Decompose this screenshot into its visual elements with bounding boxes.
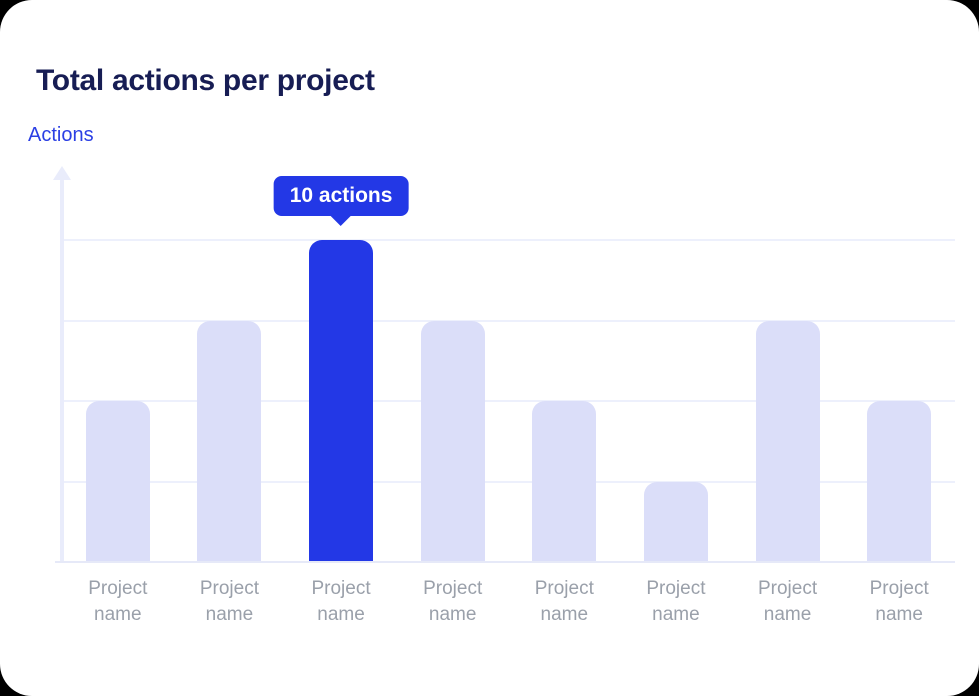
bar-column — [62, 166, 174, 562]
value-tooltip-pointer — [330, 215, 353, 226]
value-tooltip-text: 10 actions — [273, 176, 409, 216]
bar-column: 10 actions — [273, 166, 409, 562]
gridline — [62, 400, 955, 402]
bar[interactable] — [867, 401, 932, 562]
gridline — [62, 239, 955, 241]
category-label: Project name — [757, 578, 818, 625]
gridline — [62, 319, 955, 322]
category-label: Project name — [646, 578, 706, 625]
category-label: Project name — [534, 578, 594, 625]
gridline — [62, 480, 955, 483]
value-tooltip: 10 actions — [273, 176, 409, 226]
category-labels-row: Project name Project name Project name Project… — [62, 576, 955, 628]
category-label: Project name — [199, 578, 259, 625]
bar-column — [620, 166, 732, 562]
category-label: Project name — [423, 578, 483, 625]
bar[interactable] — [532, 401, 597, 562]
bar[interactable] — [197, 320, 262, 562]
bar-column — [397, 166, 509, 562]
bar-column — [732, 166, 844, 562]
bar[interactable] — [643, 481, 708, 562]
bars-container: 10 actions — [62, 166, 955, 562]
category-label: Project name — [88, 578, 148, 625]
category-label: Project name — [869, 578, 929, 625]
y-axis-label: Actions — [28, 124, 94, 146]
chart-title: Total actions per project — [36, 64, 375, 97]
bar[interactable] — [755, 320, 820, 562]
bar-column — [509, 166, 621, 562]
bar[interactable] — [85, 401, 150, 562]
y-axis-arrow-icon — [52, 166, 71, 180]
bar-column — [174, 166, 286, 562]
y-axis-line — [52, 166, 71, 562]
bar-highlighted[interactable] — [309, 240, 374, 562]
bar[interactable] — [420, 320, 485, 562]
bar-chart-plot: 10 actions — [52, 166, 955, 563]
category-label: Project name — [311, 578, 371, 625]
bar-column — [843, 166, 955, 562]
x-axis-baseline — [55, 561, 955, 563]
